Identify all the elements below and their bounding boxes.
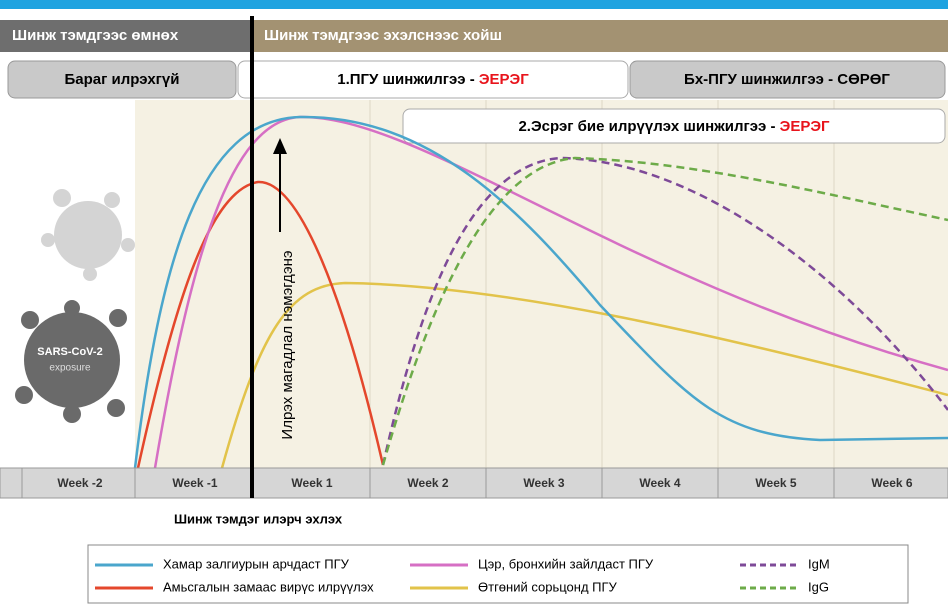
test-name: 1.ПГУ шинжилгээ -: [337, 71, 479, 88]
week-label: Week 4: [639, 476, 680, 490]
test-text: Бараг илрэхгүй: [65, 71, 180, 88]
week-label: Week 1: [291, 476, 332, 490]
virus-label: SARS-CoV-2: [37, 346, 102, 358]
week-label: Week -1: [172, 476, 217, 490]
week-label: Week 2: [407, 476, 448, 490]
probability-note: Илрэх магадлал нэмэгдэнэ: [279, 250, 296, 439]
plot-area: [135, 100, 948, 470]
legend-label: Өтгөний сорьцонд ПГУ: [478, 579, 618, 594]
week-label: Week 6: [871, 476, 912, 490]
test-text: Бх-ПГУ шинжилгээ - СӨРӨГ: [684, 71, 890, 88]
virus-sublabel: exposure: [49, 363, 91, 374]
top-bar: [0, 0, 948, 9]
test-text: 2.Эсрэг бие илрүүлэх шинжилгээ - ЭЕРЭГ: [518, 118, 830, 135]
week-label: Week -2: [57, 476, 102, 490]
legend-label: IgG: [808, 579, 829, 594]
week-label: Week 5: [755, 476, 796, 490]
onset-note: Шинж тэмдэг илэрч эхлэх: [174, 511, 343, 526]
test-name: 2.Эсрэг бие илрүүлэх шинжилгээ -: [518, 118, 779, 135]
after-header-text: Шинж тэмдгээс эхэлснээс хойш: [264, 27, 502, 44]
diagram: Шинж тэмдгээс өмнөх Шинж тэмдгээс эхэлсн…: [0, 0, 948, 609]
week-label: Week 3: [523, 476, 564, 490]
week-band: [0, 468, 948, 498]
test-result: ЭЕРЭГ: [780, 118, 830, 135]
before-header-text: Шинж тэмдгээс өмнөх: [12, 27, 179, 44]
legend-label: Амьсгалын замаас вирүс илрүүлэх: [163, 579, 374, 594]
legend-label: Хамар залгиурын арчдаст ПГУ: [163, 556, 350, 571]
test-result: ЭЕРЭГ: [479, 71, 529, 88]
legend-label: Цэр, бронхийн зайлдаст ПГУ: [478, 556, 654, 571]
legend-label: IgM: [808, 556, 830, 571]
test-text: 1.ПГУ шинжилгээ - ЭЕРЭГ: [337, 71, 529, 88]
